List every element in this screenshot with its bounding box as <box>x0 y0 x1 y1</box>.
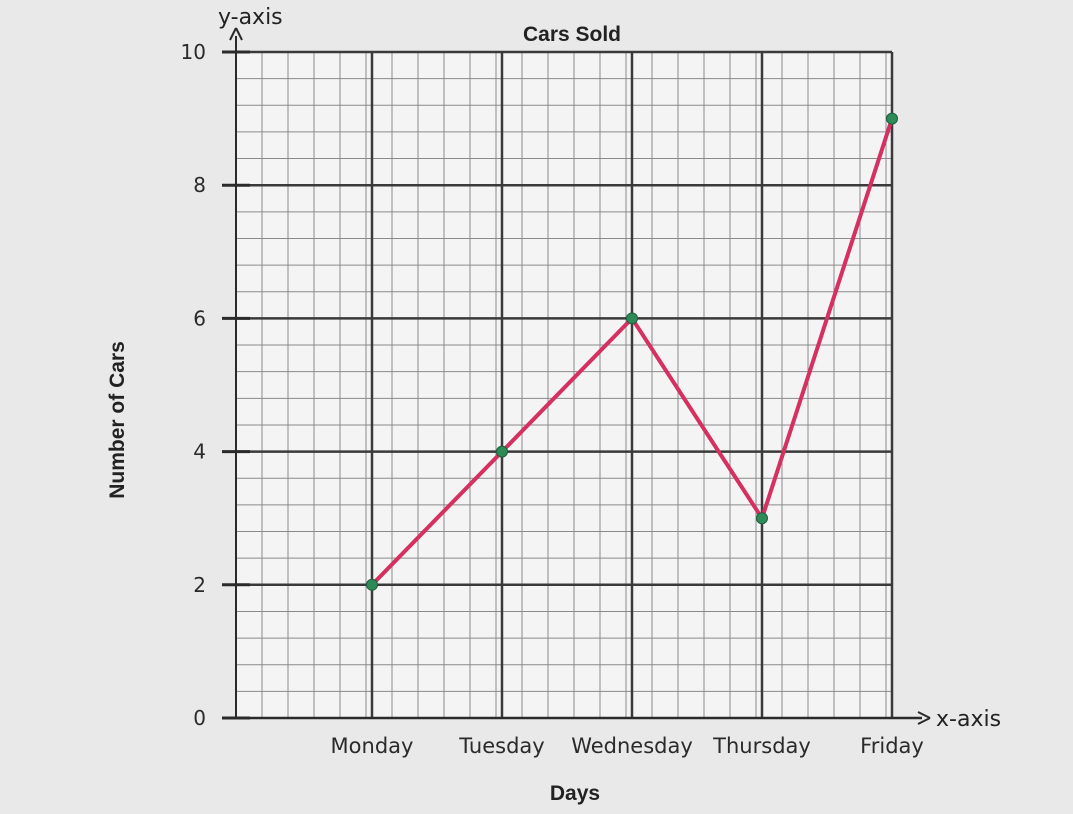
y-axis-label: Number of Cars <box>106 341 129 499</box>
y-tick-label: 0 <box>193 706 206 730</box>
x-tick-label: Wednesday <box>571 734 693 758</box>
x-axis-name: x-axis <box>936 707 1001 732</box>
y-tick-labels: 0 2 4 6 8 10 <box>181 40 206 730</box>
x-tick-label: Monday <box>331 734 414 758</box>
x-axis-label: Days <box>550 782 600 805</box>
x-tick-label: Tuesday <box>458 734 544 758</box>
data-point <box>886 112 898 125</box>
y-tick-label: 4 <box>193 440 206 464</box>
data-point <box>756 512 768 525</box>
chart-title: Cars Sold <box>523 23 621 46</box>
x-tick-labels: Monday Tuesday Wednesday Thursday Friday <box>331 734 924 758</box>
data-point <box>626 312 638 325</box>
plot-paper <box>236 52 892 718</box>
y-tick-label: 8 <box>193 173 206 197</box>
data-point <box>496 445 508 458</box>
x-axis-arrow-icon <box>917 711 931 725</box>
y-axis-arrow-icon <box>229 27 243 41</box>
x-tick-label: Thursday <box>712 734 811 758</box>
x-tick-label: Friday <box>860 734 924 758</box>
y-tick-label: 10 <box>181 40 206 64</box>
y-axis-name: y-axis <box>218 5 283 30</box>
y-tick-label: 2 <box>193 573 206 597</box>
y-ticks <box>222 50 250 720</box>
y-tick-label: 6 <box>193 306 206 330</box>
major-grid <box>236 50 894 718</box>
data-point <box>366 578 378 591</box>
data-points <box>366 112 898 591</box>
